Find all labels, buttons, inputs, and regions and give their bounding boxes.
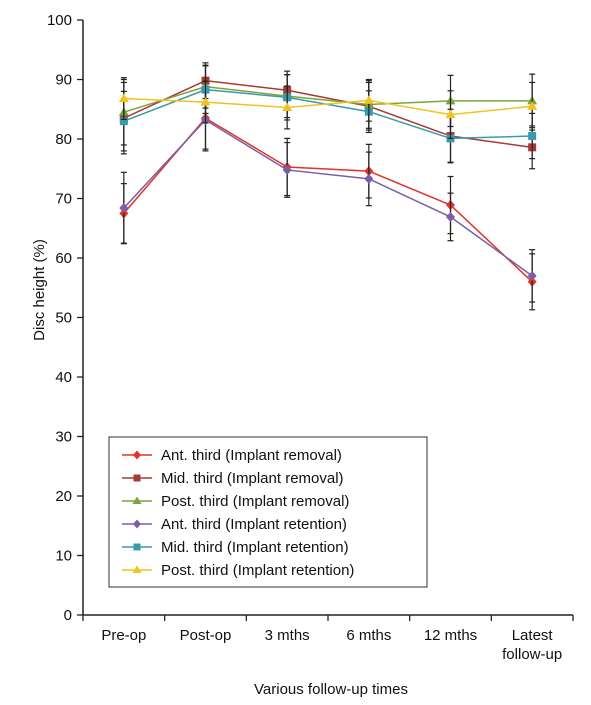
y-tick-label: 40 <box>55 369 72 386</box>
x-tick-label: Post-op <box>180 627 232 644</box>
y-tick-label: 100 <box>47 12 72 29</box>
legend-entry: Post. third (Implant retention) <box>161 562 354 579</box>
legend-swatch-marker <box>133 450 141 460</box>
x-tick-label: 6 mths <box>346 627 391 644</box>
legend-entry: Post. third (Implant removal) <box>161 493 349 510</box>
legend-entry: Ant. third (Implant retention) <box>161 516 347 533</box>
x-tick-label: 12 mths <box>424 627 477 644</box>
series-4 <box>119 88 537 303</box>
series-1 <box>119 86 537 311</box>
legend-swatch-marker <box>132 565 142 573</box>
legend-swatch-marker <box>133 519 141 529</box>
data-point <box>528 132 537 141</box>
y-tick-label: 70 <box>55 191 72 208</box>
legend-swatch-marker <box>133 543 141 551</box>
x-tick-label: 3 mths <box>265 627 310 644</box>
data-point <box>200 97 211 106</box>
y-axis-title: Disc height (%) <box>31 239 48 341</box>
data-point <box>446 211 455 222</box>
series-line <box>123 88 533 140</box>
legend-box <box>108 436 428 588</box>
y-tick-label: 30 <box>55 429 72 446</box>
series-5 <box>119 65 537 163</box>
x-axis-ticks: Pre-op Post-op 3 mths 6 mths 12 mths Latest fo… <box>82 615 574 663</box>
legend-entry: Ant. third (Implant removal) <box>161 447 342 464</box>
y-tick-label: 90 <box>55 72 72 89</box>
legend-swatch-marker <box>132 496 142 504</box>
x-tick-label: Pre-op <box>101 627 146 644</box>
y-tick-label: 0 <box>64 607 72 624</box>
x-tick-label: follow-up <box>502 646 562 663</box>
y-tick-label: 50 <box>55 310 72 327</box>
data-point <box>282 164 292 175</box>
legend: Ant. third (Implant removal) Mid. third (… <box>108 436 428 588</box>
x-axis-title: Various follow-up times <box>254 681 408 698</box>
series-6 <box>118 77 538 140</box>
legend-entry: Mid. third (Implant removal) <box>161 470 344 487</box>
x-tick-label: Latest <box>512 627 554 644</box>
data-point <box>527 270 537 281</box>
series-2 <box>119 62 537 170</box>
y-tick-label: 20 <box>55 488 72 505</box>
y-tick-label: 10 <box>55 548 72 565</box>
series-line <box>123 118 533 277</box>
data-point <box>364 173 374 184</box>
data-point <box>118 93 129 103</box>
series-line <box>123 97 533 116</box>
legend-swatch-marker <box>133 474 141 482</box>
data-point <box>363 95 374 104</box>
legend-entry: Mid. third (Implant retention) <box>161 539 349 556</box>
data-point <box>282 102 293 111</box>
data-point <box>445 109 456 119</box>
data-point <box>119 117 128 126</box>
y-tick-label: 80 <box>55 131 72 148</box>
y-axis-ticks: 0 10 20 30 40 50 60 70 80 90 100 <box>47 12 83 624</box>
data-point <box>119 203 129 214</box>
series-line <box>123 85 533 113</box>
y-tick-label: 60 <box>55 250 72 267</box>
data-point <box>527 101 538 110</box>
series-group <box>118 62 538 311</box>
